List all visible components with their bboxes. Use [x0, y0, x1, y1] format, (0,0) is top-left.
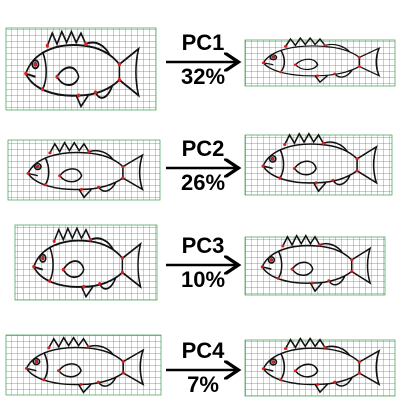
pc-label: PC4 — [182, 338, 226, 363]
deformation-grid — [244, 39, 396, 87]
variance-label: 10% — [181, 267, 225, 292]
variance-label: 32% — [181, 64, 225, 89]
deformation-grid — [244, 339, 396, 397]
deformation-grid — [244, 236, 386, 296]
pc-label: PC1 — [182, 30, 225, 55]
pc-label: PC2 — [182, 136, 225, 161]
variance-label: 26% — [181, 170, 225, 195]
pc-label: PC3 — [182, 233, 225, 258]
variance-label: 7% — [187, 372, 219, 397]
